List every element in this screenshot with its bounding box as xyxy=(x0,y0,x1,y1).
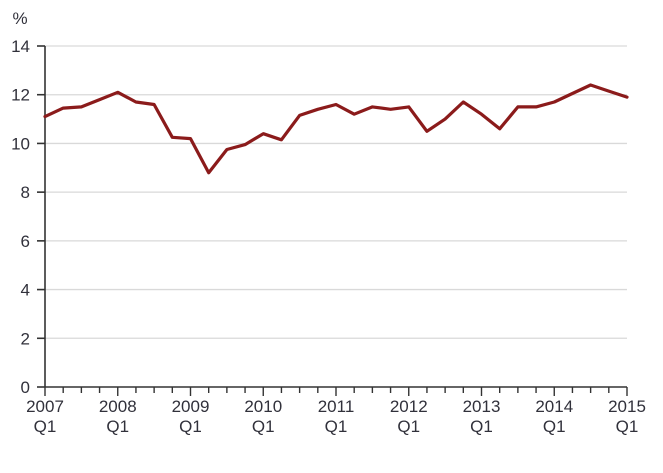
data-line xyxy=(43,83,629,175)
x-tick-year-label: 2009 xyxy=(172,397,210,416)
x-tick-year-label: 2011 xyxy=(318,397,355,416)
x-tick-quarter-label: Q1 xyxy=(325,417,348,436)
x-tick-quarter-label: Q1 xyxy=(543,417,566,436)
y-tick-label: 0 xyxy=(21,378,30,397)
y-tick-label: 6 xyxy=(21,232,30,251)
x-tick-year-label: 2013 xyxy=(463,397,501,416)
x-tick-quarter-label: Q1 xyxy=(106,417,129,436)
x-tick-quarter-label: Q1 xyxy=(179,417,202,436)
y-tick-label: 8 xyxy=(21,183,30,202)
x-tick-quarter-label: Q1 xyxy=(470,417,493,436)
x-tick-quarter-label: Q1 xyxy=(397,417,420,436)
y-tick-label: 12 xyxy=(11,86,30,105)
x-tick-year-label: 2007 xyxy=(26,397,64,416)
y-axis-unit-label: % xyxy=(12,9,27,28)
y-tick-label: 2 xyxy=(21,329,30,348)
x-tick-year-label: 2012 xyxy=(390,397,428,416)
y-tick-label: 4 xyxy=(21,281,30,300)
x-tick-year-label: 2008 xyxy=(99,397,137,416)
x-tick-year-label: 2015 xyxy=(608,397,646,416)
y-tick-label: 10 xyxy=(11,134,30,153)
x-tick-quarter-label: Q1 xyxy=(34,417,57,436)
x-tick-quarter-label: Q1 xyxy=(616,417,639,436)
y-tick-label: 14 xyxy=(11,37,30,56)
x-tick-year-label: 2010 xyxy=(244,397,282,416)
x-tick-quarter-label: Q1 xyxy=(252,417,275,436)
x-tick-year-label: 2014 xyxy=(535,397,573,416)
